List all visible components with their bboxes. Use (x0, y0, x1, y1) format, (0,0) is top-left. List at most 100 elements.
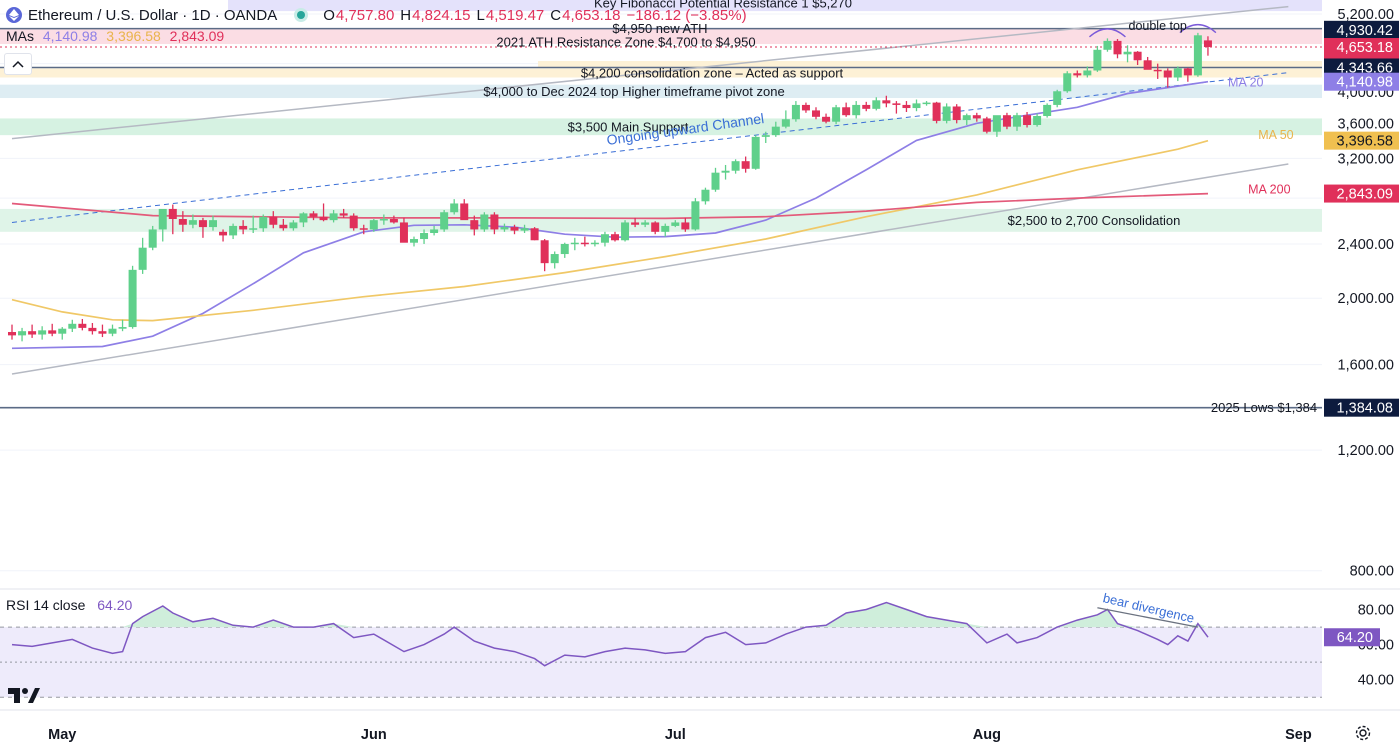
candle-body (641, 222, 650, 225)
candle-body (329, 213, 338, 221)
candle-body (1043, 104, 1052, 117)
candle-body (168, 208, 177, 220)
candle-body (389, 219, 398, 223)
y-axis-tick-label: 3,200.00 (1338, 151, 1394, 167)
price-zone (0, 28, 1322, 45)
settings-gear-icon[interactable] (1354, 724, 1372, 742)
price-axis-tag-bg (1324, 398, 1399, 417)
x-axis-month-label: Jun (361, 727, 387, 743)
annotation-label: double top (1129, 19, 1187, 33)
zone-label: $4,200 consolidation zone – Acted as sup… (581, 65, 844, 80)
candle-body (1023, 115, 1032, 126)
candle-body (379, 219, 388, 221)
annotation-label: MA 50 (1258, 128, 1293, 142)
candle-body (1163, 70, 1172, 78)
candle-body (691, 201, 700, 230)
candle-body (982, 118, 991, 132)
candle-body (1113, 40, 1122, 55)
candle-body (128, 269, 137, 328)
zone-label: $2,500 to 2,700 Consolidation (1008, 213, 1181, 228)
candle-body (78, 323, 87, 328)
candle-body (651, 222, 660, 232)
ma-line-ma200 (11, 192, 1209, 220)
candle-body (209, 220, 217, 228)
candle-body (480, 214, 489, 230)
price-zone (228, 0, 1322, 12)
candle-body (842, 107, 851, 116)
x-axis-month-label: Aug (973, 727, 1001, 743)
rsi-legend[interactable]: RSI 14 close 64.20 (6, 597, 132, 613)
candle-body (801, 104, 810, 111)
rsi-value-tag-bg (1324, 628, 1380, 647)
double-top-arc (1179, 23, 1217, 34)
ma50-legend-value: 3,396.58 (106, 28, 161, 44)
candle-body (761, 135, 770, 137)
y-axis-tick-label: 2,000.00 (1338, 291, 1394, 307)
candle-body (540, 240, 549, 264)
ma200-legend-value: 2,843.09 (169, 28, 225, 44)
candle-body (862, 104, 871, 109)
y-axis-tick-label: 1,600.00 (1338, 358, 1394, 374)
ma20-legend-value: 4,140.98 (42, 28, 98, 44)
y-axis-tick-label: 800.00 (1350, 564, 1394, 580)
candle-body (229, 225, 238, 236)
price-axis-tag: 1,384.08 (1337, 401, 1393, 417)
candle-body (852, 104, 861, 116)
candle-body (440, 212, 449, 230)
level-label-ath: $4,950 new ATH (612, 21, 707, 36)
candle-body (600, 234, 609, 243)
candle-body (399, 222, 408, 243)
price-zone (0, 68, 1322, 78)
channel-lower-line (11, 163, 1289, 375)
collapse-legend-button[interactable] (4, 53, 32, 75)
candle-body (1033, 116, 1042, 126)
candle-body (731, 161, 740, 171)
candle-body (28, 331, 37, 335)
candle-body (942, 106, 951, 121)
candle-body (701, 189, 710, 202)
candle-body (1183, 68, 1192, 76)
candle-body (369, 220, 378, 230)
y-axis-tick-label: 1,200.00 (1338, 443, 1394, 459)
low-value: 4,519.47 (485, 6, 545, 24)
channel-label: Ongoing upward Channel (606, 110, 765, 148)
zone-label: $3,500 Main Support (568, 119, 689, 134)
candle-body (972, 115, 981, 119)
candle-body (148, 229, 157, 248)
price-axis-tag: 4,930.42 (1337, 23, 1393, 39)
candle-body (922, 102, 931, 105)
price-axis-tag-bg (1324, 58, 1399, 77)
candle-body (259, 216, 268, 229)
price-axis-tag-bg (1324, 72, 1399, 91)
candle-body (1053, 91, 1062, 105)
symbol-title[interactable]: Ethereum / U.S. Dollar · 1D · OANDA (28, 6, 278, 24)
rsi-value-tag: 64.20 (1337, 630, 1373, 646)
rsi-overbought-fill (122, 602, 1208, 628)
candle-body (822, 116, 831, 122)
annotation-label: MA 200 (1248, 183, 1290, 197)
candle-body (1143, 60, 1152, 70)
high-value: 4,824.15 (412, 6, 471, 24)
candle-body (832, 107, 841, 122)
candle-body (58, 328, 67, 334)
price-axis-tag: 4,653.18 (1337, 40, 1393, 56)
candle-body (791, 104, 800, 120)
price-axis-tag: 2,843.09 (1337, 187, 1393, 203)
ma-legend[interactable]: MAs 4,140.98 3,396.58 2,843.09 (6, 28, 229, 44)
tradingview-logo-icon[interactable] (8, 686, 40, 704)
chart-header: Ethereum / U.S. Dollar · 1D · OANDA O 4,7… (6, 4, 753, 26)
candle-body (872, 100, 881, 109)
candle-body (1093, 49, 1102, 71)
candle-body (460, 203, 469, 221)
change-value: −186.12 (−3.85%) (626, 6, 747, 24)
rsi-legend-value: 64.20 (97, 597, 133, 613)
rsi-legend-label: RSI 14 close (6, 597, 86, 613)
candle-body (560, 243, 569, 255)
candle-body (912, 103, 921, 109)
price-axis-tag-bg (1324, 20, 1399, 39)
candle-body (1203, 40, 1212, 48)
candle-body (952, 106, 961, 121)
candle-body (580, 242, 589, 245)
candle-body (781, 119, 790, 127)
